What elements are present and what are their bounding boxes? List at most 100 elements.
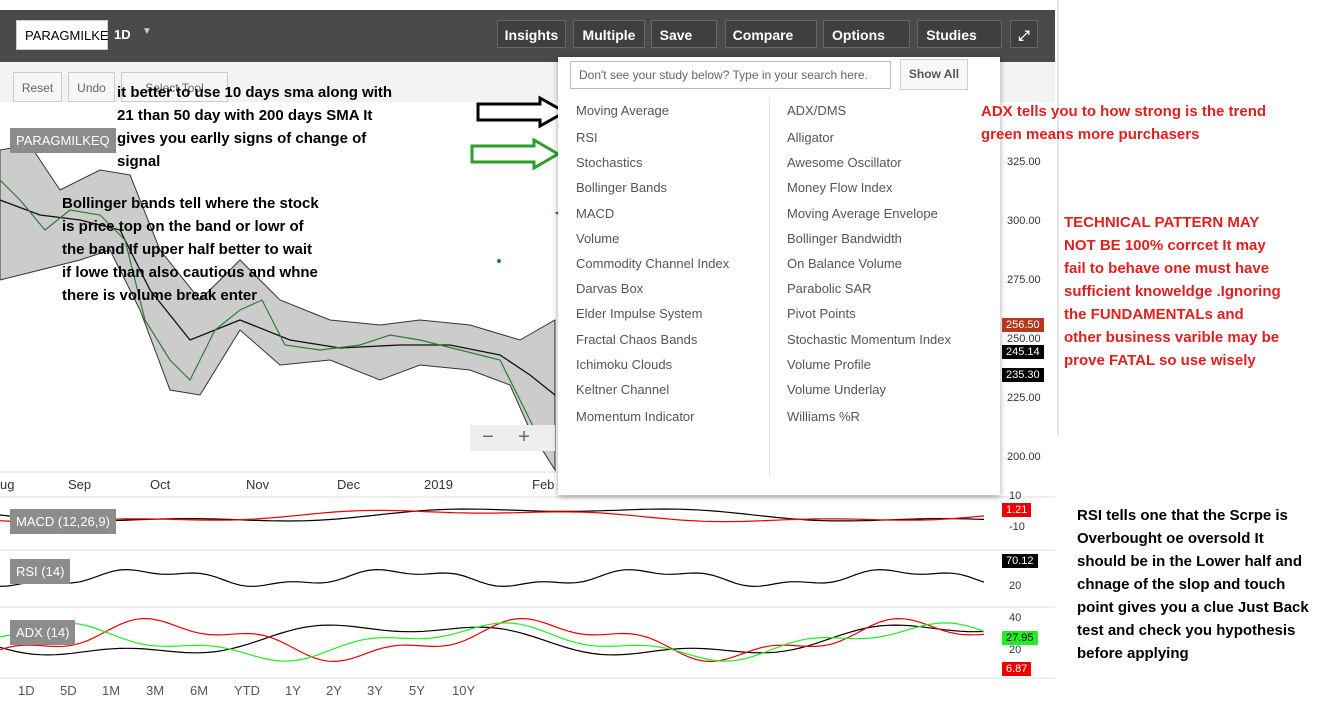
range-button[interactable]: 3Y [367,683,383,698]
x-tick-label: 2019 [424,477,453,492]
x-tick-label: ug [0,477,15,492]
study-item[interactable]: Awesome Oscillator [787,155,902,170]
study-item[interactable]: Bollinger Bands [576,180,668,195]
y-tick-label: 325.00 [1007,156,1041,168]
study-item[interactable]: Volume Underlay [787,382,886,397]
study-item[interactable]: Alligator [787,130,834,145]
study-item[interactable]: Stochastics [576,155,643,170]
indicator-line [0,622,985,662]
annotation-line: point gives you a clue Just Back [1077,599,1309,616]
study-item[interactable]: Parabolic SAR [787,281,872,296]
zoom-control[interactable] [470,425,555,451]
study-item[interactable]: Williams %R [787,409,860,424]
annotation-line: prove FATAL so use wisely [1064,352,1256,369]
y-tick-label: 275.00 [1007,274,1041,286]
toolbar-button[interactable]: Multiple [573,20,645,48]
study-item[interactable]: Moving Average [576,103,669,118]
toolbar-button[interactable]: Insights [497,20,566,48]
y-tick-label: 250.00 [1007,333,1041,345]
panel-axis-label: 20 [1009,580,1022,592]
indicator-line [0,568,985,588]
study-item[interactable]: RSI [576,130,598,145]
menu-divider [769,97,770,477]
study-item[interactable]: Elder Impulse System [576,306,703,321]
zoom-in[interactable]: + [518,426,530,448]
range-button[interactable]: 6M [190,683,209,698]
study-item[interactable]: Keltner Channel [576,382,670,397]
annotation-line: Bollinger bands tell where the stock [62,195,319,212]
range-button[interactable]: 10Y [452,683,476,698]
annotation-line: fail to behave one must have [1064,260,1270,277]
symbol-input[interactable]: PARAGMILKE [16,20,109,50]
study-item[interactable]: ADX/DMS [787,103,847,118]
panel-label: ADX (14) [10,620,76,645]
range-button[interactable]: 1D [18,683,35,698]
zoom-out[interactable]: − [482,426,494,448]
annotation-line: test and check you hypothesis [1077,622,1296,639]
tool-button[interactable]: Select Tool [121,72,228,102]
panel-axis-label: 20 [1009,644,1022,656]
study-item[interactable]: Commodity Channel Index [576,256,730,271]
study-item[interactable]: Volume Profile [787,357,871,372]
price-badge: 245.14 [1002,345,1044,359]
arrow-black [476,95,569,129]
annotation-line: sufficient knoweldge .Ignoring [1064,283,1281,300]
price-line [0,179,556,451]
range-button[interactable]: 5D [60,683,77,698]
annotation-line: before applying [1077,645,1189,662]
study-item[interactable]: Darvas Box [576,281,644,296]
study-item[interactable]: Momentum Indicator [576,409,695,424]
annotation-line: gives you earlly signs of change of [117,130,367,147]
annotation-line: the band If upper half better to wait [62,241,313,258]
annotation-line: there is volume break enter [62,287,258,304]
toolbar-button[interactable]: Studies [917,20,1002,48]
toolbar-button[interactable]: Compare [725,20,817,48]
study-item[interactable]: Money Flow Index [787,180,893,195]
study-item[interactable]: Moving Average Envelope [787,206,938,221]
panel-axis-label: 40 [1009,612,1022,624]
study-item[interactable]: Fractal Chaos Bands [576,332,698,347]
study-item[interactable]: MACD [576,206,615,221]
dot [497,259,501,263]
annotation-line: is price top on the band or lowr of [62,218,304,235]
study-item[interactable]: Pivot Points [787,306,856,321]
annotation-line: Overbought oe oversold It [1077,530,1264,547]
annotation-line: green means more purchasers [981,126,1200,143]
show-all[interactable]: Show All [900,59,968,90]
study-item[interactable]: Ichimoku Clouds [576,357,673,372]
range-button[interactable]: 5Y [409,683,425,698]
study-item[interactable]: Bollinger Bandwidth [787,231,902,246]
range-button[interactable]: YTD [234,683,260,698]
annotation-line: other business varible may be [1064,329,1280,346]
range-button[interactable]: 1M [102,683,121,698]
x-tick-label: Oct [150,477,171,492]
panel-axis-label: -10 [1009,521,1025,533]
toolbar-button[interactable]: Save [651,20,717,48]
x-tick-label: Sep [68,477,92,492]
tool-button[interactable]: Reset [13,72,62,102]
annotation-line: signal [117,153,161,170]
indicator-line [0,624,985,656]
panel-badge: 1.21 [1002,503,1032,517]
range-button[interactable]: 3M [146,683,165,698]
price-badge: 235.30 [1002,368,1044,382]
range-button[interactable]: 1Y [285,683,301,698]
indicator-line [0,617,985,663]
study-item[interactable]: Volume [576,231,620,246]
annotation-line: RSI tells one that the Scrpe is [1077,507,1288,524]
range-button[interactable]: 2Y [326,683,342,698]
interval-caret[interactable]: ▼ [142,26,152,37]
tool-button[interactable]: Undo [68,72,115,102]
fullscreen[interactable]: ⤢ [1010,20,1038,48]
study-search[interactable]: Don't see your study below? Type in your… [570,61,891,89]
annotation-line: the FUNDAMENTALs and [1064,306,1244,323]
study-item[interactable]: On Balance Volume [787,256,902,271]
interval[interactable]: 1D [114,27,131,42]
panel-label: RSI (14) [10,559,71,584]
panel-badge: 27.95 [1002,631,1038,645]
study-item[interactable]: Stochastic Momentum Index [787,332,952,347]
study-menu: Don't see your study below? Type in your… [558,57,1000,495]
x-tick-label: Dec [337,477,361,492]
toolbar-button[interactable]: Options [823,20,910,48]
